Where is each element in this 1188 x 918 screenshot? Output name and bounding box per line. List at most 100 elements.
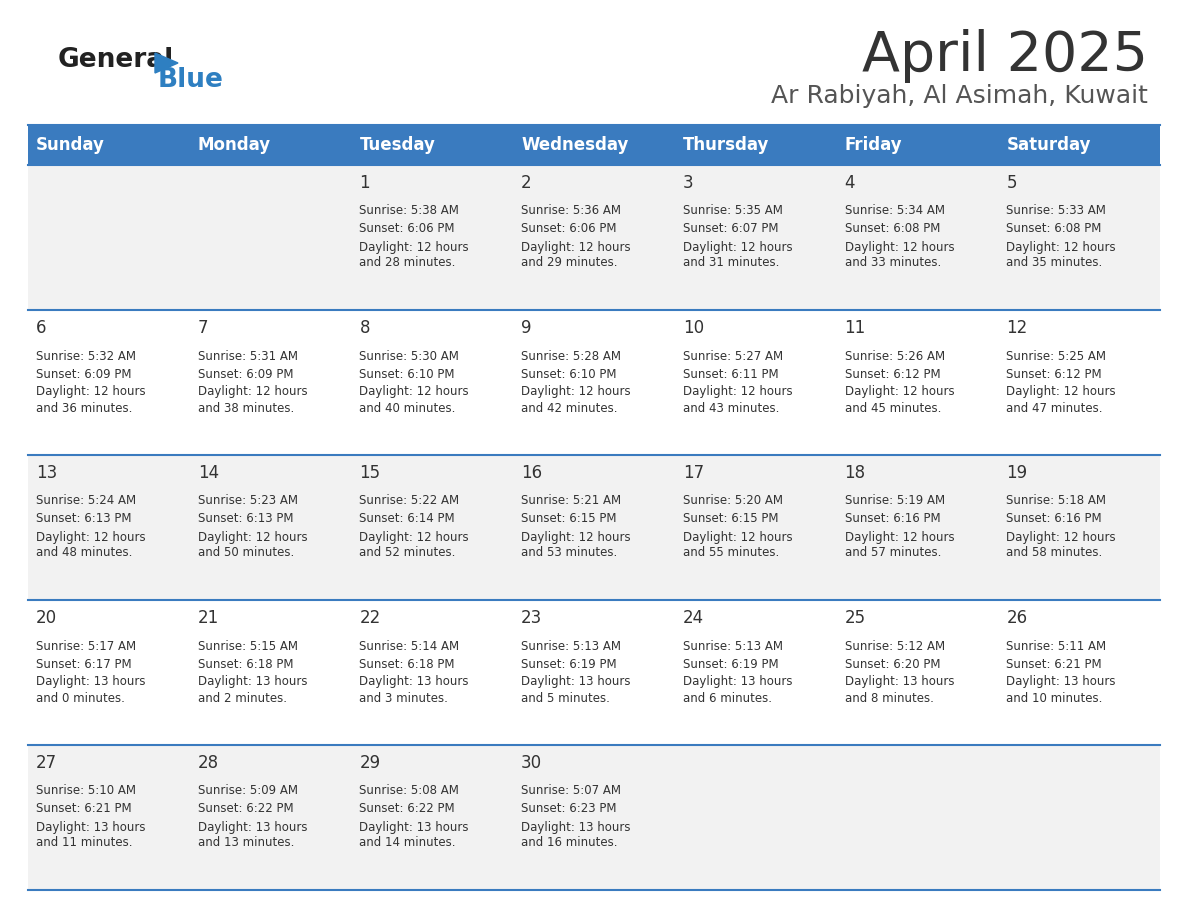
Text: and 55 minutes.: and 55 minutes. [683,546,779,559]
Text: Sunrise: 5:12 AM: Sunrise: 5:12 AM [845,640,944,653]
Text: Sunrise: 5:15 AM: Sunrise: 5:15 AM [197,640,298,653]
Text: and 42 minutes.: and 42 minutes. [522,401,618,415]
Text: Daylight: 13 hours: Daylight: 13 hours [360,676,469,688]
Text: Sunrise: 5:34 AM: Sunrise: 5:34 AM [845,205,944,218]
Text: Sunrise: 5:22 AM: Sunrise: 5:22 AM [360,495,460,508]
Text: Sunrise: 5:13 AM: Sunrise: 5:13 AM [683,640,783,653]
Text: Blue: Blue [158,67,223,93]
Text: Sunset: 6:14 PM: Sunset: 6:14 PM [360,512,455,525]
Text: Daylight: 12 hours: Daylight: 12 hours [360,241,469,253]
Text: and 29 minutes.: and 29 minutes. [522,256,618,270]
Text: and 33 minutes.: and 33 minutes. [845,256,941,270]
Text: and 16 minutes.: and 16 minutes. [522,836,618,849]
Text: Sunset: 6:16 PM: Sunset: 6:16 PM [845,512,940,525]
Text: Sunrise: 5:32 AM: Sunrise: 5:32 AM [36,350,135,363]
Text: and 3 minutes.: and 3 minutes. [360,691,448,704]
Text: and 38 minutes.: and 38 minutes. [197,401,293,415]
Text: 25: 25 [845,609,866,627]
Text: 11: 11 [845,319,866,337]
Text: Sunset: 6:18 PM: Sunset: 6:18 PM [360,657,455,670]
Text: 22: 22 [360,609,380,627]
Text: Daylight: 13 hours: Daylight: 13 hours [36,821,145,834]
Text: Sunrise: 5:11 AM: Sunrise: 5:11 AM [1006,640,1106,653]
Text: Friday: Friday [845,136,902,154]
Text: Sunrise: 5:09 AM: Sunrise: 5:09 AM [197,785,298,798]
Text: Sunset: 6:15 PM: Sunset: 6:15 PM [522,512,617,525]
Text: and 52 minutes.: and 52 minutes. [360,546,456,559]
Text: Sunset: 6:21 PM: Sunset: 6:21 PM [36,802,132,815]
Text: Sunrise: 5:33 AM: Sunrise: 5:33 AM [1006,205,1106,218]
Text: Daylight: 13 hours: Daylight: 13 hours [1006,676,1116,688]
Text: 10: 10 [683,319,704,337]
Text: Sunrise: 5:31 AM: Sunrise: 5:31 AM [197,350,298,363]
Text: Tuesday: Tuesday [360,136,435,154]
Text: 12: 12 [1006,319,1028,337]
Text: Sunrise: 5:38 AM: Sunrise: 5:38 AM [360,205,460,218]
Text: and 5 minutes.: and 5 minutes. [522,691,609,704]
Text: Daylight: 12 hours: Daylight: 12 hours [36,386,146,398]
Text: Sunset: 6:11 PM: Sunset: 6:11 PM [683,367,778,380]
Text: Thursday: Thursday [683,136,770,154]
Text: and 28 minutes.: and 28 minutes. [360,256,456,270]
Text: 8: 8 [360,319,369,337]
Text: and 14 minutes.: and 14 minutes. [360,836,456,849]
Text: Sunset: 6:20 PM: Sunset: 6:20 PM [845,657,940,670]
Polygon shape [154,53,178,73]
Text: Sunrise: 5:17 AM: Sunrise: 5:17 AM [36,640,137,653]
Bar [29,745,1159,890]
Text: Daylight: 12 hours: Daylight: 12 hours [845,531,954,543]
Text: Sunset: 6:21 PM: Sunset: 6:21 PM [1006,657,1102,670]
Text: April 2025: April 2025 [862,29,1148,83]
Text: 15: 15 [360,464,380,482]
Text: Daylight: 13 hours: Daylight: 13 hours [197,676,308,688]
Text: Sunrise: 5:08 AM: Sunrise: 5:08 AM [360,785,460,798]
Text: Daylight: 13 hours: Daylight: 13 hours [683,676,792,688]
Text: Sunset: 6:12 PM: Sunset: 6:12 PM [1006,367,1102,380]
Text: Sunrise: 5:19 AM: Sunrise: 5:19 AM [845,495,944,508]
Text: 29: 29 [360,754,380,772]
Text: Daylight: 13 hours: Daylight: 13 hours [360,821,469,834]
Text: and 57 minutes.: and 57 minutes. [845,546,941,559]
Text: Sunrise: 5:14 AM: Sunrise: 5:14 AM [360,640,460,653]
Text: and 10 minutes.: and 10 minutes. [1006,691,1102,704]
Text: 26: 26 [1006,609,1028,627]
Text: 23: 23 [522,609,543,627]
Text: Daylight: 12 hours: Daylight: 12 hours [522,531,631,543]
Text: Sunrise: 5:24 AM: Sunrise: 5:24 AM [36,495,137,508]
Text: Daylight: 12 hours: Daylight: 12 hours [197,386,308,398]
Text: Sunday: Sunday [36,136,105,154]
Text: 13: 13 [36,464,57,482]
Text: Sunrise: 5:20 AM: Sunrise: 5:20 AM [683,495,783,508]
Text: Sunrise: 5:21 AM: Sunrise: 5:21 AM [522,495,621,508]
Text: Sunset: 6:16 PM: Sunset: 6:16 PM [1006,512,1102,525]
Text: General: General [58,47,175,73]
Text: Daylight: 12 hours: Daylight: 12 hours [845,386,954,398]
Text: Sunset: 6:18 PM: Sunset: 6:18 PM [197,657,293,670]
Text: Sunset: 6:06 PM: Sunset: 6:06 PM [522,222,617,236]
Text: Sunset: 6:09 PM: Sunset: 6:09 PM [36,367,132,380]
Text: and 45 minutes.: and 45 minutes. [845,401,941,415]
Text: Daylight: 12 hours: Daylight: 12 hours [360,386,469,398]
Text: Sunrise: 5:23 AM: Sunrise: 5:23 AM [197,495,298,508]
Text: Sunset: 6:19 PM: Sunset: 6:19 PM [522,657,617,670]
Text: Sunrise: 5:18 AM: Sunrise: 5:18 AM [1006,495,1106,508]
Text: 6: 6 [36,319,46,337]
Text: Daylight: 12 hours: Daylight: 12 hours [522,386,631,398]
Text: 16: 16 [522,464,542,482]
Text: Sunrise: 5:26 AM: Sunrise: 5:26 AM [845,350,944,363]
Text: 18: 18 [845,464,866,482]
Text: Daylight: 13 hours: Daylight: 13 hours [522,676,631,688]
Text: and 58 minutes.: and 58 minutes. [1006,546,1102,559]
Text: Sunset: 6:10 PM: Sunset: 6:10 PM [360,367,455,380]
Text: Sunset: 6:17 PM: Sunset: 6:17 PM [36,657,132,670]
Text: Ar Rabiyah, Al Asimah, Kuwait: Ar Rabiyah, Al Asimah, Kuwait [771,84,1148,108]
Text: and 31 minutes.: and 31 minutes. [683,256,779,270]
Text: Sunset: 6:07 PM: Sunset: 6:07 PM [683,222,778,236]
Text: and 8 minutes.: and 8 minutes. [845,691,934,704]
Text: Sunset: 6:15 PM: Sunset: 6:15 PM [683,512,778,525]
Text: Daylight: 12 hours: Daylight: 12 hours [683,241,792,253]
Text: and 35 minutes.: and 35 minutes. [1006,256,1102,270]
Text: Wednesday: Wednesday [522,136,628,154]
Text: 9: 9 [522,319,532,337]
Bar [29,600,1159,745]
